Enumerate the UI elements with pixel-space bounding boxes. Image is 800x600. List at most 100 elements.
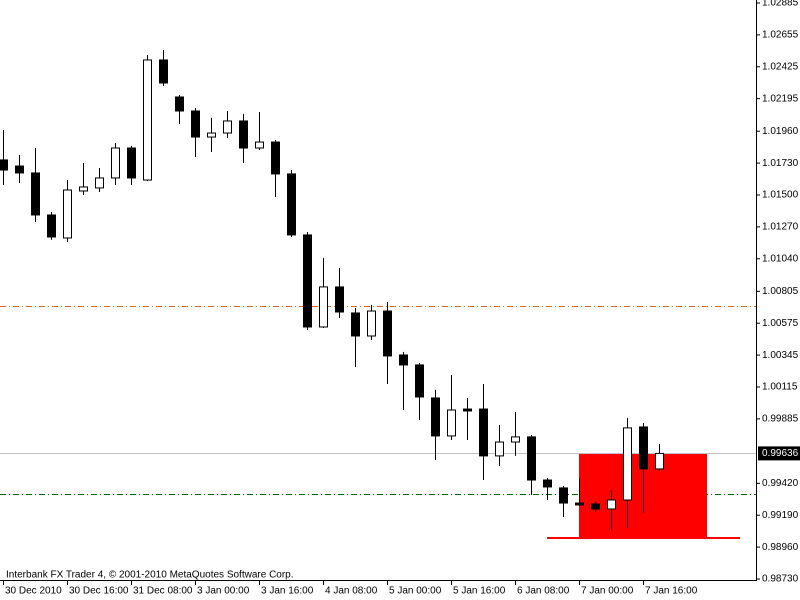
candle-body [143,59,152,181]
candle [559,485,568,518]
y-tick-label: 1.01040 [762,253,799,264]
candle-body [95,177,104,189]
candle-body [191,110,200,138]
candle-body [47,214,56,238]
x-tick-label: 3 Jan 16:00 [261,586,314,597]
candle [383,302,392,384]
candle [431,389,440,460]
candle-body [255,141,264,149]
candle-body [495,441,504,457]
candle-body [591,503,600,510]
y-tick-label: 1.00345 [762,350,799,361]
candle [223,110,232,139]
candle [639,423,648,514]
candle [335,267,344,318]
candle-body [239,120,248,149]
candle-body [655,452,664,470]
candle-body [335,286,344,313]
candle-body [287,173,296,236]
y-tick-label: 1.01960 [762,126,799,137]
candle [287,170,296,238]
x-tick-label: 3 Jan 00:00 [197,586,250,597]
candle [479,383,488,481]
candle [127,145,136,186]
y-tick-label: 1.02195 [762,93,799,104]
x-tick-label: 6 Jan 08:00 [517,586,570,597]
y-tick-label: 0.99190 [762,510,799,521]
x-tick-label: 7 Jan 00:00 [581,586,634,597]
y-tick-label: 1.00115 [762,382,798,393]
y-tick-label: 1.02655 [762,30,799,41]
candle-body [111,147,120,179]
candle [79,162,88,195]
candle [399,351,408,411]
candle-body [159,59,168,84]
candle [607,490,616,530]
candle [351,307,360,368]
candle-body [463,408,472,412]
candle-body [399,354,408,366]
candle [319,257,328,328]
candle [415,363,424,420]
candle-body [319,286,328,328]
y-tick-label: 0.99420 [762,478,799,489]
candle [239,113,248,163]
candle-body [479,408,488,457]
candle-body [207,132,216,138]
candle-body [175,96,184,112]
candle [191,107,200,158]
current-price-label: 0.99636 [762,448,799,459]
caption: Interbank FX Trader 4, © 2001-2010 MetaQ… [6,570,294,581]
x-tick-label: 31 Dec 08:00 [133,586,193,597]
candle [0,129,8,186]
y-tick-label: 1.02425 [762,61,799,72]
x-tick-label: 30 Dec 2010 [5,586,62,597]
candle-body [575,502,584,506]
candle-body [527,436,536,481]
candle-body [271,141,280,175]
candle [655,443,664,472]
candle-body [15,165,24,174]
candle-body [383,310,392,357]
candle [543,478,552,500]
current-price-box [758,446,800,461]
x-tick-label: 7 Jan 16:00 [645,586,698,597]
candle [143,54,152,182]
candle [175,95,184,125]
x-tick-label: 4 Jan 08:00 [325,586,378,597]
candle-body [223,120,232,134]
x-tick-label: 5 Jan 16:00 [453,586,506,597]
candle-body [0,159,8,171]
candle [31,148,40,223]
y-tick-label: 1.01500 [762,190,799,201]
candle [303,232,312,331]
candle-body [127,147,136,179]
candle [591,501,600,512]
candle [95,167,104,192]
y-tick-label: 0.98730 [762,574,799,585]
y-tick-label: 1.02885 [762,0,799,9]
y-tick-label: 1.01730 [762,158,799,169]
candle [575,478,584,506]
candle-body [303,234,312,328]
candle-body [63,189,72,239]
candle-body [367,310,376,337]
candle [623,417,632,528]
candle-body [431,397,440,437]
candle [367,304,376,341]
candle-body [351,312,360,337]
candle [207,117,216,153]
candle [111,143,120,186]
candle [255,111,264,150]
candle [447,374,456,440]
candle [63,180,72,242]
candle-body [639,426,648,470]
y-tick-label: 0.98960 [762,542,799,553]
candle-body [415,364,424,398]
candle-body [543,479,552,488]
y-tick-label: 0.99885 [762,414,799,425]
candle-body [559,487,568,504]
candle [271,139,280,197]
